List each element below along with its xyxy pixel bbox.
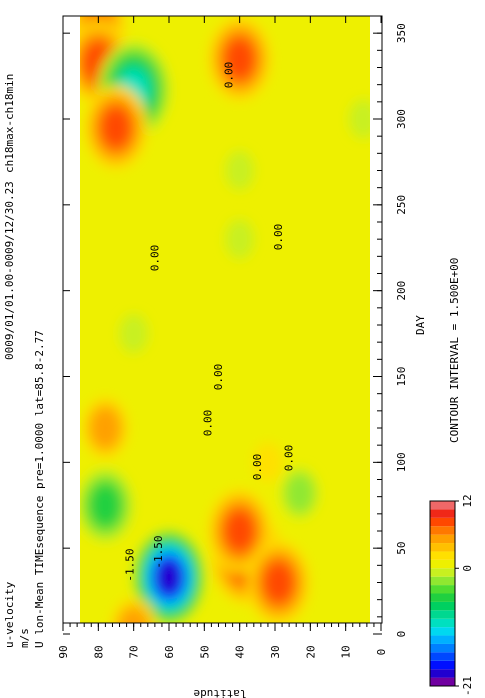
colorbar-tick-label: 12 — [461, 494, 474, 507]
colorbar-cell — [430, 601, 455, 611]
colorbar-cell — [430, 576, 455, 586]
contour-band — [91, 408, 120, 448]
feature-6 — [80, 468, 133, 542]
colorbar-cell — [430, 551, 455, 560]
contour-band — [225, 150, 255, 191]
contour-band — [349, 99, 370, 139]
colorbar-tick-label: -21 — [461, 676, 474, 696]
contour-band — [285, 473, 315, 513]
contour-band — [119, 609, 148, 623]
feature-14 — [225, 219, 255, 259]
contour-label: 0.00 — [283, 445, 296, 472]
contour-band — [225, 219, 255, 259]
y-tick-label: 20 — [304, 645, 317, 658]
y-tick-label: 40 — [234, 645, 247, 658]
feature-17 — [349, 99, 370, 139]
description-label: U lon-Mean TIMEsequence pre=1.0000 lat=8… — [33, 330, 46, 648]
contour-label: 0.00 — [201, 410, 214, 437]
dataset-label: ch18max-ch18min — [3, 74, 16, 173]
colorbar-cell — [430, 534, 455, 544]
contour-label: 0.00 — [148, 245, 161, 272]
colorbar-cell — [430, 677, 455, 686]
y-tick-label: 50 — [198, 645, 211, 658]
colorbar-cell — [430, 660, 455, 670]
feature-10 — [246, 540, 311, 623]
contour-band — [225, 511, 255, 551]
colorbar-cell — [430, 669, 455, 678]
feature-9 — [208, 488, 272, 574]
plot-frame — [62, 15, 383, 624]
contour-band — [225, 39, 255, 79]
contour-band — [101, 107, 131, 148]
y-tick-label: 90 — [57, 645, 70, 658]
contour-band — [264, 562, 293, 603]
x-tick-label: 200 — [395, 281, 408, 301]
contour-label: 0.00 — [272, 224, 285, 251]
x-tick-label: 300 — [395, 109, 408, 129]
feature-13 — [119, 313, 148, 354]
contour-band — [157, 560, 181, 594]
contour-interval-label: CONTOUR INTERVAL = 1.500E+00 — [448, 258, 461, 443]
contour-labels: -1.50 -1.50 0.00 0.00 0.00 0.00 0.00 0.00 0.00 — [124, 62, 296, 582]
contour-fields — [80, 16, 370, 623]
y-tick-label: 60 — [163, 645, 176, 658]
colorbar-cell — [430, 509, 455, 518]
contour-label: -1.50 — [152, 535, 165, 568]
colorbar-cell — [430, 635, 455, 644]
colorbar-cell — [430, 501, 455, 510]
colorbar: -21 0 12 — [429, 494, 474, 696]
colorbar-cell — [430, 618, 455, 628]
feature-16 — [253, 442, 283, 483]
contour-label: 0.00 — [223, 62, 236, 89]
colorbar-tick-label: 0 — [461, 565, 474, 572]
y-tick-label: 80 — [92, 645, 105, 658]
feature-7 — [133, 529, 205, 623]
x-tick-label: 100 — [395, 452, 408, 472]
latitude-axis: 0 10 20 30 40 50 60 70 80 90 — [57, 16, 388, 659]
contour-band — [91, 485, 120, 525]
colorbar-cell — [430, 568, 455, 577]
x-axis-label: DAY — [414, 315, 427, 335]
colorbar-cell — [430, 543, 455, 552]
y-tick-label: 70 — [128, 645, 141, 658]
contour-band — [253, 442, 283, 483]
colorbar-cell — [430, 559, 455, 569]
variable-label: u-velocity — [3, 581, 16, 648]
colorbar-cell — [430, 526, 455, 535]
plot-area — [80, 16, 370, 623]
period-label: 0009/01/01.00-0009/12/30.23 — [3, 181, 16, 360]
x-tick-label: 250 — [395, 195, 408, 215]
colorbar-cell — [430, 652, 455, 661]
colorbar-cell — [430, 627, 455, 636]
x-tick-label: 0 — [395, 631, 408, 638]
x-tick-label: 150 — [395, 367, 408, 387]
feature-12 — [225, 150, 255, 191]
feature-15 — [281, 467, 319, 519]
colorbar-cell — [430, 643, 455, 653]
units-label: m/s — [18, 628, 31, 648]
y-tick-label: 10 — [340, 645, 353, 658]
contour-label: -1.50 — [124, 548, 137, 581]
feature-5 — [82, 397, 129, 459]
y-tick-label: 0 — [375, 649, 388, 656]
contour-label: 0.00 — [212, 364, 225, 391]
feature-11 — [111, 597, 157, 623]
feature-4 — [84, 85, 148, 170]
day-axis: 0 50 100 150 200 250 300 350 — [63, 23, 408, 637]
contour-label: 0.00 — [251, 454, 264, 481]
feature-3 — [97, 41, 170, 138]
colorbar-cell — [430, 517, 455, 527]
contour-band — [119, 313, 148, 354]
colorbar-cell — [430, 593, 455, 602]
y-axis-label: latitude — [194, 687, 247, 698]
colorbar-cell — [430, 610, 455, 619]
colorbar-frame — [429, 500, 456, 687]
feature-2 — [208, 16, 272, 102]
x-tick-label: 350 — [395, 23, 408, 43]
colorbar-cell — [430, 585, 455, 594]
y-tick-label: 30 — [269, 645, 282, 658]
x-tick-label: 50 — [395, 542, 408, 555]
